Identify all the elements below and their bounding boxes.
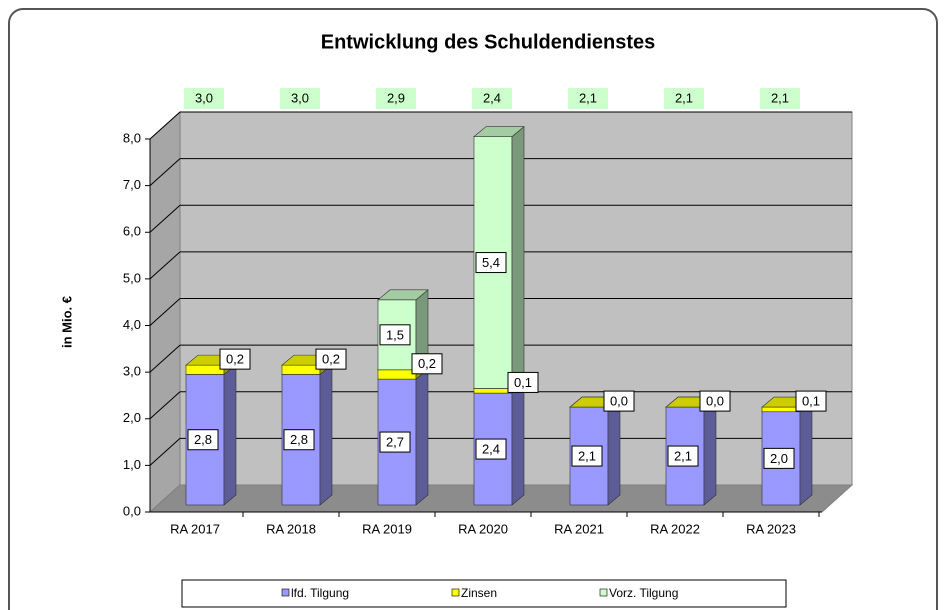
- chart-title: Entwicklung des Schuldendienstes: [321, 31, 656, 53]
- grid-line: [149, 158, 181, 186]
- value-label: 2,0: [770, 451, 788, 466]
- x-tick-label: RA 2022: [650, 521, 700, 536]
- legend-swatch: [281, 588, 290, 597]
- x-tick-label: RA 2021: [554, 521, 604, 536]
- bar-top: [377, 289, 429, 301]
- value-label: 2,4: [482, 441, 500, 456]
- value-label-box: [379, 324, 411, 346]
- value-label: 0,1: [802, 394, 820, 409]
- bar-side: [511, 126, 525, 390]
- bar: [281, 364, 321, 375]
- y-tick-label: 8,0: [123, 130, 141, 145]
- bar: [377, 369, 417, 380]
- y-axis-label: in Mio. €: [59, 296, 74, 348]
- total-box: [184, 88, 224, 109]
- total-box: [280, 88, 320, 109]
- value-label: 0,1: [514, 375, 532, 390]
- grid-line: [149, 204, 181, 233]
- value-label-box: [219, 348, 251, 370]
- value-label-box: [795, 390, 827, 412]
- total-box: [472, 88, 512, 109]
- y-tick-label: 2,0: [123, 410, 141, 425]
- value-label: 0,2: [322, 352, 340, 367]
- grid-line: [149, 298, 181, 326]
- legend-label: Vorz. Tilgung: [609, 586, 678, 600]
- value-label: 2,7: [386, 434, 404, 449]
- value-label-box: [475, 438, 507, 460]
- bar-side: [511, 382, 525, 506]
- total-label: 2,1: [579, 90, 597, 105]
- total-box: [760, 88, 800, 109]
- legend-swatch: [451, 588, 460, 597]
- grid-line: [149, 344, 181, 373]
- value-label: 0,0: [706, 394, 724, 409]
- value-label: 5,4: [482, 255, 500, 270]
- total-label: 3,0: [195, 90, 213, 105]
- value-label: 2,1: [674, 448, 692, 463]
- total-label: 2,1: [771, 90, 789, 105]
- value-label: 1,5: [386, 327, 404, 342]
- bar-side: [415, 368, 429, 506]
- value-label-box: [763, 447, 795, 469]
- y-tick-label: 1,0: [123, 457, 141, 472]
- value-label-box: [507, 371, 539, 393]
- x-tick-label: RA 2019: [362, 521, 412, 536]
- value-label: 2,8: [194, 432, 212, 447]
- y-tick-label: 4,0: [123, 317, 141, 332]
- value-label-box: [603, 390, 635, 412]
- y-tick-label: 7,0: [123, 177, 141, 192]
- value-label-box: [475, 252, 507, 274]
- grid-line: [149, 251, 181, 280]
- value-label-box: [699, 390, 731, 412]
- total-box: [568, 88, 608, 109]
- y-tick-label: 0,0: [123, 503, 141, 518]
- bar: [761, 406, 801, 413]
- legend-label: lfd. Tilgung: [291, 586, 349, 600]
- x-tick-label: RA 2020: [458, 521, 508, 536]
- value-label-box: [667, 445, 699, 467]
- value-label: 0,2: [418, 356, 436, 371]
- value-label-box: [187, 429, 219, 451]
- grid-line: [149, 391, 181, 420]
- value-label-box: [379, 431, 411, 453]
- value-label: 0,0: [610, 394, 628, 409]
- y-tick-label: 5,0: [123, 270, 141, 285]
- x-tick-label: RA 2018: [266, 521, 316, 536]
- value-label-box: [315, 348, 347, 370]
- grid-line: [149, 111, 181, 140]
- total-box: [376, 88, 416, 109]
- value-label: 0,2: [226, 352, 244, 367]
- bar: [185, 364, 225, 375]
- total-box: [664, 88, 704, 109]
- grid-line: [149, 438, 181, 466]
- bar-side: [319, 363, 333, 506]
- value-label-box: [571, 445, 603, 467]
- bar-side: [607, 396, 621, 506]
- bar-top: [473, 126, 525, 137]
- bar-side: [799, 401, 813, 506]
- x-tick-label: RA 2023: [746, 521, 796, 536]
- total-label: 2,4: [483, 90, 501, 105]
- bar-side: [223, 363, 237, 506]
- x-tick-label: RA 2017: [170, 521, 220, 536]
- bar-side: [703, 396, 717, 506]
- total-label: 2,1: [675, 90, 693, 105]
- legend-swatch: [599, 588, 608, 597]
- legend-label: Zinsen: [461, 586, 497, 600]
- value-label: 2,8: [290, 432, 308, 447]
- value-label-box: [411, 353, 443, 375]
- y-tick-label: 3,0: [123, 364, 141, 379]
- bar: [473, 388, 513, 394]
- y-tick-label: 6,0: [123, 224, 141, 239]
- total-label: 3,0: [291, 90, 309, 105]
- value-label-box: [283, 429, 315, 451]
- value-label: 2,1: [578, 448, 596, 463]
- total-label: 2,9: [387, 90, 405, 105]
